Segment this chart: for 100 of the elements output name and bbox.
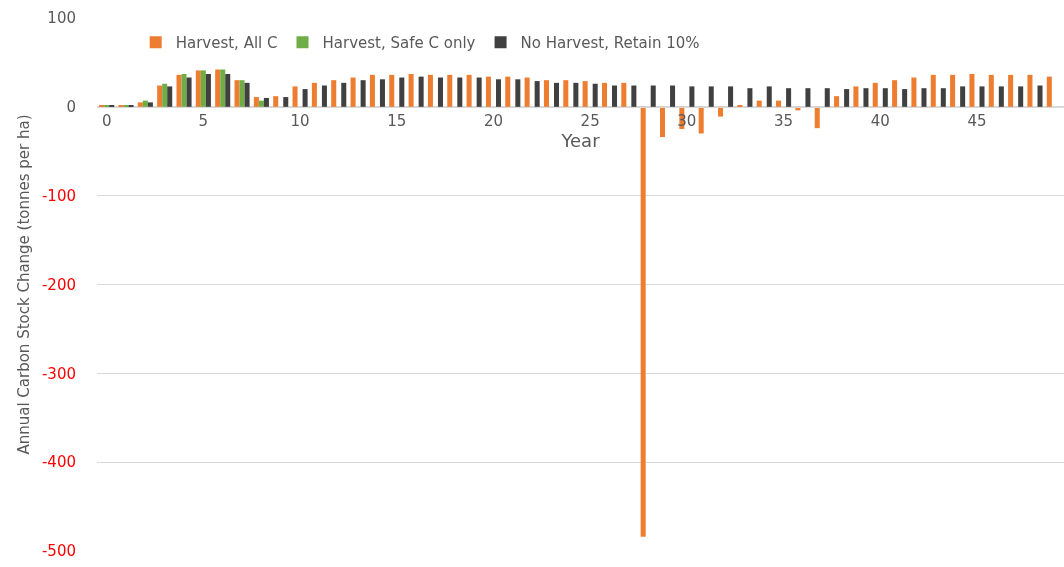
bar (621, 82, 627, 107)
legend-label: No Harvest, Retain 10% (520, 34, 700, 53)
x-tick-label: 25 (580, 111, 600, 130)
bar (756, 100, 762, 107)
bar (263, 97, 269, 107)
bar (592, 83, 598, 107)
bar (940, 88, 946, 107)
bar (872, 82, 878, 107)
bar (205, 73, 211, 107)
bar (1027, 74, 1033, 107)
bar (311, 82, 317, 107)
bar (853, 86, 859, 107)
bar (988, 74, 994, 107)
bar (670, 85, 676, 107)
bar (911, 77, 917, 107)
bar (979, 86, 985, 107)
bar (331, 80, 337, 107)
y-tick-label: -300 (41, 364, 76, 383)
bar (824, 88, 830, 107)
bar (220, 69, 226, 107)
y-tick-label: 100 (47, 9, 76, 28)
bar (447, 74, 453, 107)
x-tick-label: 5 (198, 111, 209, 130)
bar (698, 106, 704, 134)
y-tick-label: -200 (41, 275, 76, 294)
x-tick-label: 10 (290, 111, 310, 130)
bar (534, 81, 540, 107)
bar (350, 77, 356, 107)
y-tick-label: -500 (41, 542, 76, 561)
bar (998, 86, 1004, 107)
bar (960, 86, 966, 107)
x-tick-label: 35 (774, 111, 794, 130)
y-tick-label: 0 (66, 98, 76, 117)
bar (167, 86, 173, 107)
y-tick-label: -100 (41, 186, 76, 205)
bar (321, 85, 327, 107)
bar (708, 86, 714, 107)
bar (718, 106, 724, 117)
bar (142, 100, 148, 107)
bar (258, 100, 264, 107)
bar (162, 83, 168, 107)
bar (341, 82, 347, 107)
bar (863, 88, 869, 107)
bar (515, 79, 521, 107)
bar (408, 73, 414, 107)
bar (176, 74, 182, 107)
bar (650, 85, 656, 107)
bar (573, 82, 579, 107)
bar (805, 88, 811, 107)
bar (563, 80, 569, 107)
bar (1037, 85, 1043, 107)
bar (950, 74, 956, 107)
bar (814, 106, 820, 129)
bar (234, 80, 240, 107)
bar (283, 97, 289, 107)
bar (902, 89, 908, 107)
bar (418, 76, 424, 107)
bar (1046, 76, 1052, 107)
bar (379, 79, 385, 107)
bar (466, 74, 472, 107)
bar (640, 106, 646, 537)
bar (195, 70, 201, 107)
bar (389, 74, 395, 107)
bar (930, 74, 936, 107)
bar (476, 77, 482, 107)
bar (495, 79, 502, 107)
y-tick-label: -400 (41, 453, 76, 472)
x-tick-label: 15 (387, 111, 407, 130)
bar (689, 86, 695, 107)
bar (728, 86, 734, 107)
bar (215, 69, 221, 107)
bar (631, 85, 637, 107)
bar (747, 88, 753, 107)
bar (505, 76, 511, 107)
bar (921, 88, 927, 107)
bar (969, 73, 975, 107)
x-axis-title: Year (560, 129, 601, 151)
bar (601, 82, 607, 107)
bar (485, 76, 491, 107)
bar (554, 82, 560, 107)
bar (892, 80, 898, 107)
bar (292, 86, 298, 107)
bar (239, 80, 245, 107)
legend-label: Harvest, All C (175, 34, 278, 53)
y-axis-title: Annual Carbon Stock Change (tonnes per ha) (15, 114, 34, 455)
bar (834, 96, 840, 107)
bar (399, 77, 405, 107)
bar (543, 80, 549, 107)
bar (882, 88, 888, 107)
bar (427, 74, 433, 107)
bar (253, 97, 259, 107)
x-tick-label: 20 (483, 111, 504, 130)
bar (786, 88, 792, 107)
bar (181, 73, 187, 107)
bar (612, 85, 618, 107)
x-tick-label: 45 (967, 111, 987, 130)
bar (844, 89, 850, 107)
bar (186, 77, 192, 107)
bar (302, 89, 308, 107)
bar (437, 77, 443, 107)
